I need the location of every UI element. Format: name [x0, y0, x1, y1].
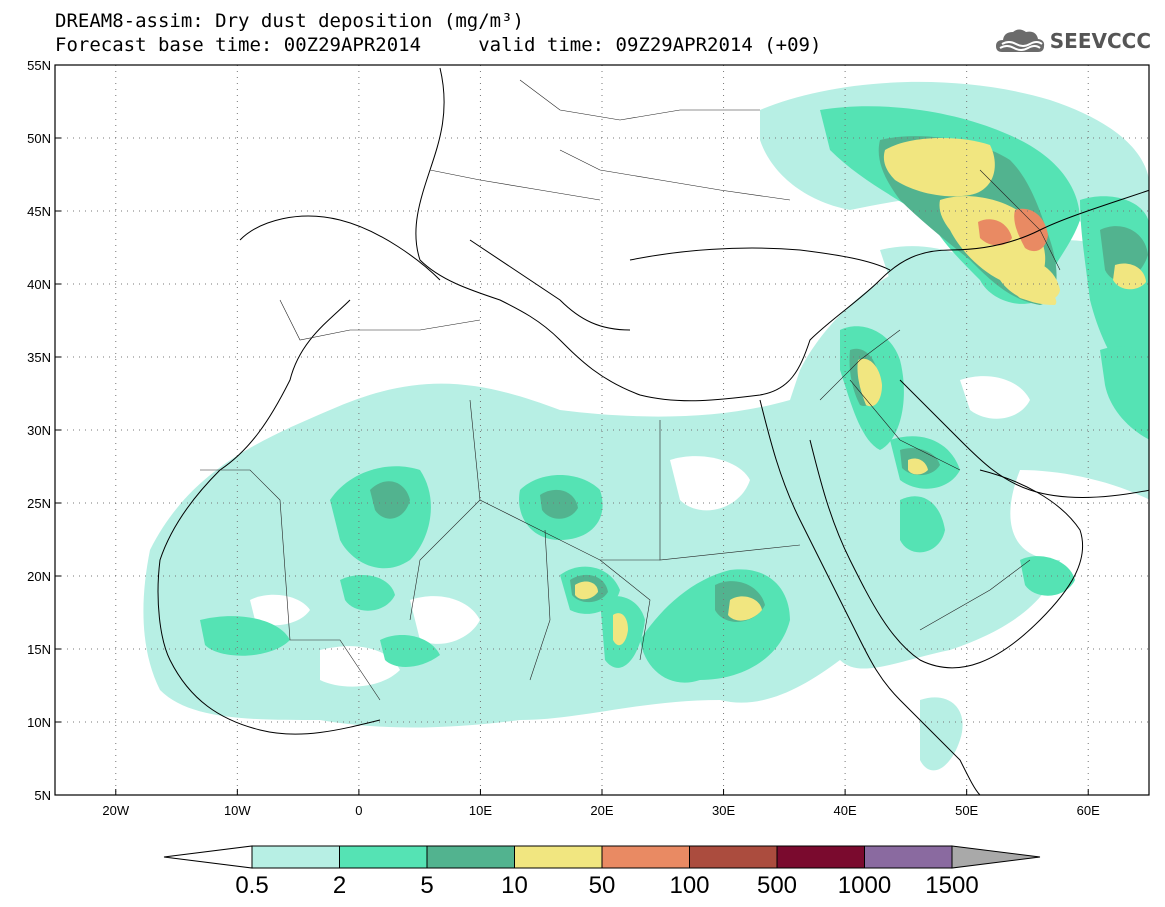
longitude-labels: 20W 10W 0 10E 20E 30E 40E 50E 60E — [102, 789, 1100, 818]
brand-name: SEEVCCC — [1049, 29, 1151, 53]
brand-logo: SEEVCCC — [994, 26, 1151, 56]
longitude-tick-label: 40E — [834, 803, 857, 818]
colorbar-box — [864, 845, 953, 869]
colorbar-label: 100 — [669, 872, 709, 899]
latitude-tick-label: 5N — [34, 788, 51, 803]
latitude-tick-label: 45N — [27, 204, 51, 219]
longitude-tick-label: 60E — [1077, 803, 1100, 818]
colorbar-label: 2 — [333, 872, 346, 899]
colorbar-box — [426, 845, 515, 869]
borders — [200, 79, 1061, 701]
longitude-tick-label: 20E — [590, 803, 613, 818]
colorbar-label: 1000 — [838, 872, 891, 899]
colorbar-labels: 0.5 2 5 10 50 100 500 1000 1500 — [235, 872, 978, 899]
latitude-tick-label: 40N — [27, 277, 51, 292]
colorbar-label: 5 — [420, 872, 433, 899]
longitude-tick-label: 20W — [102, 803, 129, 818]
longitude-tick-label: 0 — [355, 803, 362, 818]
latitude-tick-label: 15N — [27, 642, 51, 657]
longitude-tick-label: 10W — [224, 803, 251, 818]
colorbar-box — [776, 845, 865, 869]
colorbar-box — [251, 845, 340, 869]
colorbar-box — [339, 845, 428, 869]
cloud-logo-icon — [995, 29, 1044, 52]
coastline-red-sea — [759, 399, 981, 795]
coastline-west-africa — [157, 299, 381, 735]
coastline-north — [415, 67, 1149, 402]
latitude-tick-label: 35N — [27, 350, 51, 365]
latitude-tick-label: 20N — [27, 569, 51, 584]
colorbar-over-triangle — [951, 845, 1041, 869]
dust-level-50 — [978, 208, 1048, 252]
colorbar-label: 50 — [589, 872, 616, 899]
colorbar-boxes — [251, 845, 953, 869]
latitude-tick-label: 50N — [27, 131, 51, 146]
latitude-tick-label: 55N — [27, 58, 51, 73]
coastline-italy-balkans — [469, 239, 631, 331]
latitude-tick-label: 10N — [27, 715, 51, 730]
colorbar-box — [689, 845, 778, 869]
longitude-tick-label: 10E — [469, 803, 492, 818]
coastlines — [157, 67, 1149, 795]
colorbar-label: 1500 — [925, 872, 978, 899]
colorbar-box — [514, 845, 603, 869]
colorbar-label: 0.5 — [235, 872, 268, 899]
coastline-gulf — [899, 379, 1149, 498]
latitude-tick-label: 25N — [27, 496, 51, 511]
latitude-labels: 55N 50N 45N 40N 35N 30N 25N 20N 15N 10N 5N — [27, 58, 61, 803]
longitude-tick-label: 50E — [955, 803, 978, 818]
colorbar-label: 10 — [501, 872, 528, 899]
colorbar-box — [601, 845, 690, 869]
latitude-tick-label: 30N — [27, 423, 51, 438]
coastline-iberia — [239, 215, 441, 281]
coastline-black-sea — [629, 247, 891, 271]
dust-field — [143, 81, 1149, 771]
colorbar-label: 500 — [757, 872, 797, 899]
map-grid — [55, 65, 1149, 795]
coastline-arabia — [809, 439, 1084, 669]
chart-title: DREAM8-assim: Dry dust deposition (mg/m³… — [55, 10, 524, 32]
forecast-time-line: Forecast base time: 00Z29APR2014 valid t… — [55, 34, 822, 56]
colorbar: 0.5 2 5 10 50 100 500 1000 1500 — [163, 845, 1041, 899]
longitude-tick-label: 30E — [712, 803, 735, 818]
dust-gaps — [250, 376, 1030, 687]
colorbar-under-triangle — [163, 845, 253, 869]
